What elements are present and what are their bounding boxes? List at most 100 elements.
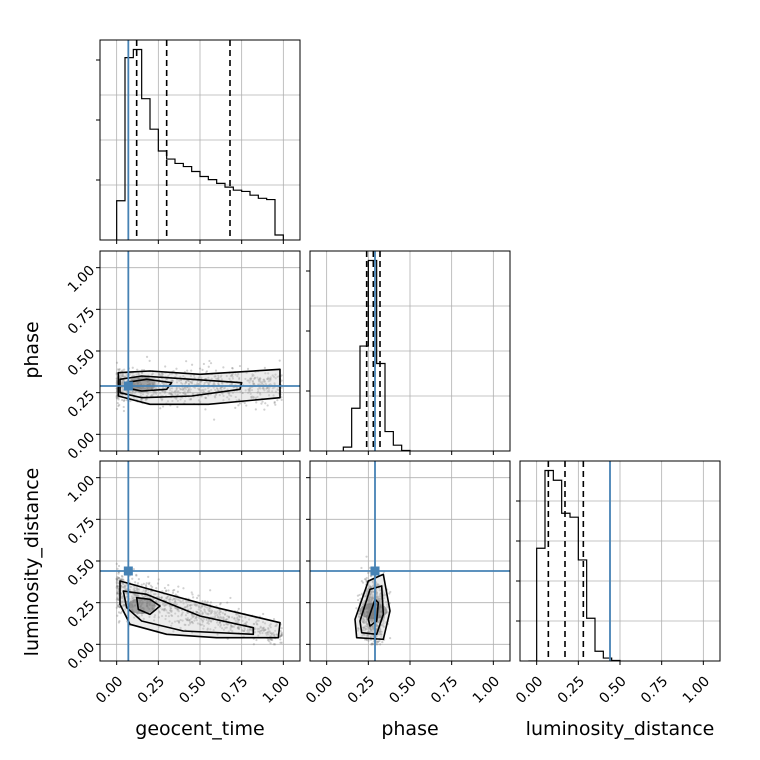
sample-point (231, 377, 235, 380)
sample-point (267, 627, 270, 630)
sample-point (175, 381, 179, 384)
sample-point (226, 623, 229, 626)
sample-point (217, 377, 220, 380)
sample-point (194, 604, 198, 607)
sample-point (231, 382, 234, 386)
sample-point (115, 592, 119, 595)
sample-point (259, 377, 262, 380)
sample-point (158, 610, 161, 613)
sample-point (269, 626, 272, 629)
sample-point (249, 377, 252, 380)
sample-point (189, 622, 192, 625)
sample-point (362, 603, 365, 606)
sample-point (117, 611, 121, 614)
sample-point (209, 589, 212, 592)
sample-point (368, 594, 371, 598)
sample-point (116, 589, 119, 593)
sample-point (267, 372, 270, 375)
sample-point (375, 628, 378, 631)
sample-point (371, 590, 374, 593)
sample-point (121, 388, 124, 391)
sample-point (186, 619, 189, 622)
sample-point (375, 594, 378, 597)
sample-point (251, 380, 254, 384)
sample-point (198, 388, 201, 391)
sample-point (189, 397, 193, 401)
sample-point (171, 598, 174, 601)
sample-point (169, 609, 172, 612)
sample-point (280, 634, 283, 637)
sample-point (257, 378, 261, 381)
sample-point (370, 642, 374, 645)
sample-point (280, 633, 283, 636)
sample-point (186, 603, 189, 607)
sample-point (216, 382, 220, 385)
sample-point (200, 619, 204, 622)
sample-point (367, 599, 371, 602)
sample-point (368, 597, 371, 601)
sample-point (217, 389, 221, 392)
sample-point (115, 372, 118, 375)
sample-point (244, 377, 247, 381)
sample-point (382, 620, 385, 623)
sample-point (371, 597, 374, 600)
sample-point (145, 391, 148, 394)
sample-point (267, 628, 270, 631)
sample-point (190, 382, 194, 385)
sample-point (356, 598, 360, 602)
sample-point (131, 366, 134, 369)
sample-point (268, 624, 271, 627)
sample-point (187, 619, 191, 622)
sample-point (217, 374, 220, 377)
sample-point (250, 389, 254, 392)
sample-point (389, 590, 392, 594)
sample-point (140, 371, 144, 375)
sample-point (115, 577, 118, 580)
sample-point (223, 612, 227, 616)
sample-point (147, 575, 150, 578)
sample-point (357, 614, 361, 618)
sample-point (379, 630, 382, 633)
panel-luminosity_distance-geocent_time: 0.00 0.25 0.50 0.75 1.000.000.250.500.751.00 (65, 460, 301, 707)
sample-point (379, 592, 382, 595)
sample-point (378, 597, 381, 600)
truth-marker (123, 381, 133, 391)
sample-point (377, 583, 380, 586)
sample-point (168, 620, 171, 623)
sample-point (132, 593, 135, 596)
sample-point (361, 634, 364, 637)
sample-point (141, 393, 145, 396)
sample-point (275, 623, 278, 626)
sample-point (121, 600, 124, 603)
sample-point (364, 594, 367, 598)
sample-point (201, 612, 204, 615)
sample-point (179, 618, 182, 622)
sample-point (205, 618, 208, 622)
sample-point (186, 605, 189, 608)
sample-point (375, 595, 378, 598)
sample-point (186, 611, 190, 614)
sample-point (191, 621, 195, 625)
sample-point (185, 381, 188, 384)
sample-point (161, 397, 164, 401)
sample-point (200, 617, 203, 620)
sample-point (171, 622, 174, 625)
sample-point (379, 595, 382, 598)
sample-point (190, 620, 194, 624)
sample-point (124, 608, 127, 611)
sample-point (170, 394, 173, 397)
sample-point (236, 616, 239, 619)
sample-point (177, 620, 181, 624)
sample-point (208, 607, 211, 610)
sample-point (364, 627, 367, 631)
sample-point (254, 396, 257, 399)
sample-point (234, 612, 238, 615)
sample-point (157, 381, 160, 385)
sample-point (230, 624, 233, 628)
sample-point (145, 398, 149, 401)
sample-point (381, 623, 384, 626)
sample-point (163, 608, 166, 611)
sample-point (371, 590, 374, 593)
sample-point (223, 386, 226, 390)
sample-point (134, 581, 137, 584)
